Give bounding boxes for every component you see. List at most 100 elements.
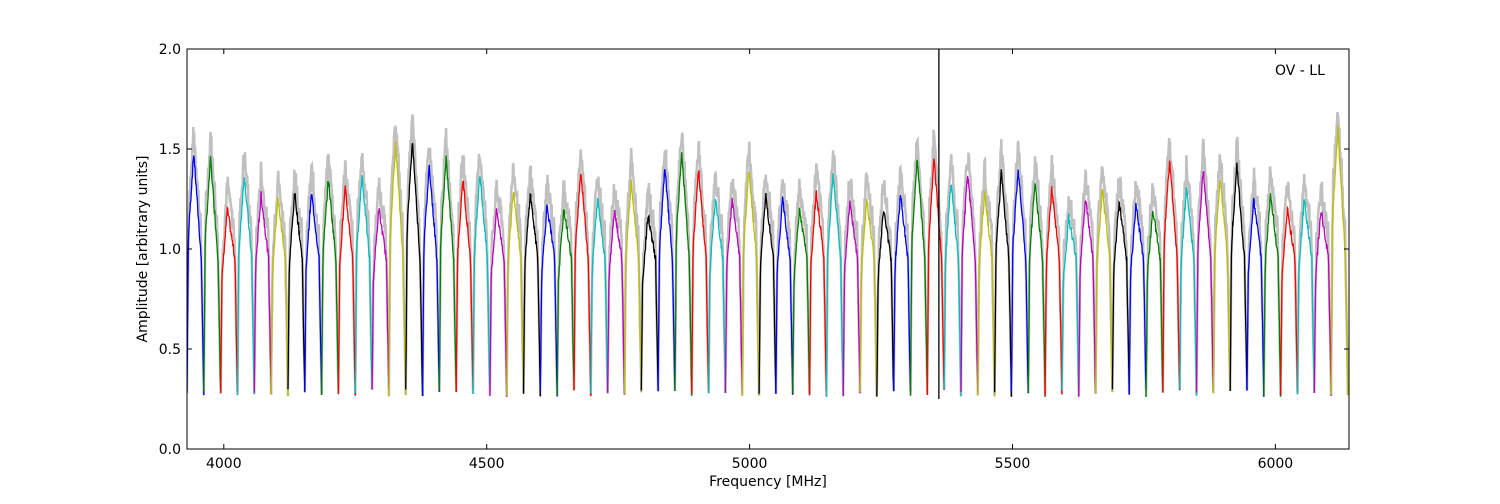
- background-trace-segment: [926, 129, 946, 396]
- background-trace-segment: [354, 153, 374, 394]
- x-tick-label: 5000: [732, 456, 768, 472]
- spectral-window-line: [304, 193, 323, 393]
- background-trace-segment: [1212, 154, 1232, 394]
- spectral-window-line: [859, 198, 878, 397]
- background-trace-segment: [1228, 136, 1249, 392]
- spectral-window-line: [876, 210, 895, 397]
- background-trace-segment: [959, 152, 980, 392]
- spectral-window-line: [1179, 187, 1198, 396]
- spectral-window-line: [590, 197, 609, 394]
- spectral-window-line: [724, 197, 743, 394]
- spectral-window-line: [960, 175, 979, 392]
- background-trace-segment: [505, 162, 525, 396]
- y-axis-label: Amplitude [arbitrary units]: [135, 156, 151, 343]
- spectral-window-line: [792, 207, 811, 394]
- spectral-window-line: [758, 193, 777, 394]
- background-trace-segment: [976, 155, 996, 397]
- spectral-window-line: [270, 196, 289, 397]
- background-trace-segment: [202, 131, 222, 392]
- spectral-window-line: [943, 184, 962, 397]
- background-trace: [187, 111, 1349, 397]
- background-trace-segment: [219, 176, 239, 394]
- spectral-window-line: [320, 180, 340, 396]
- background-trace-segment: [1127, 180, 1148, 395]
- spectral-window-line: [1229, 162, 1248, 392]
- background-trace-segment: [454, 155, 475, 393]
- background-trace-segment: [858, 172, 879, 397]
- background-trace-segment: [1245, 167, 1266, 397]
- x-tick-label: 4500: [469, 456, 505, 472]
- spectral-window-line: [556, 208, 575, 396]
- spectral-window-line: [421, 164, 441, 397]
- spectral-window-line: [388, 141, 407, 397]
- spectral-window-line: [1078, 200, 1097, 397]
- x-tick-label: 4000: [206, 456, 242, 472]
- background-trace-segment: [724, 178, 744, 394]
- plot-frame: [186, 48, 1350, 450]
- background-trace-segment: [1329, 111, 1349, 396]
- background-trace-segment: [253, 161, 273, 395]
- background-trace-segment: [1077, 169, 1097, 397]
- spectral-window-line: [909, 159, 928, 396]
- background-trace-segment: [808, 163, 828, 396]
- background-trace-segment: [286, 169, 307, 391]
- annotation-label: OV - LL: [1275, 63, 1325, 79]
- spectral-window-line: [287, 192, 306, 391]
- spectral-window-line: [1296, 199, 1315, 395]
- background-trace-segment: [757, 174, 778, 394]
- y-tick-label: 1.5: [159, 142, 181, 158]
- spectral-window-line: [489, 208, 508, 397]
- background-trace-segment: [740, 141, 761, 396]
- spectral-window-line: [337, 185, 356, 396]
- spectral-window-line: [977, 190, 996, 397]
- background-trace-segment: [892, 163, 912, 392]
- background-trace-segment: [841, 178, 862, 397]
- spectral-window-line: [1094, 188, 1114, 394]
- spectral-window-line: [1044, 186, 1063, 396]
- background-trace-segment: [774, 179, 794, 395]
- spectral-window-line: [472, 176, 491, 395]
- background-trace-segment: [1043, 154, 1064, 396]
- background-trace-segment: [875, 180, 895, 397]
- background-trace-segment: [1262, 166, 1282, 397]
- y-tick-label: 1.0: [159, 242, 181, 258]
- spectral-window-line: [893, 195, 912, 392]
- spectral-window-line: [674, 152, 693, 396]
- y-tick-label: 0.0: [159, 442, 181, 458]
- background-trace-segment: [1313, 181, 1333, 396]
- background-trace-segment: [1027, 156, 1047, 397]
- x-axis-label: Frequency [MHz]: [709, 474, 827, 490]
- background-trace-segment: [337, 160, 357, 396]
- spectral-window-line: [1195, 170, 1214, 393]
- background-trace-segment: [1178, 155, 1198, 396]
- spectral-window-line: [354, 175, 373, 394]
- background-trace-segment: [791, 178, 811, 394]
- spectral-window-line: [522, 192, 541, 397]
- x-tick-label: 6000: [1258, 456, 1294, 472]
- spectral-window-line: [842, 200, 861, 397]
- x-tick-label: 5500: [995, 456, 1031, 472]
- background-trace-segment: [555, 180, 576, 396]
- background-trace-segment: [572, 149, 593, 397]
- spectral-window-line: [371, 208, 390, 390]
- y-axis: 0.0 0.5 1.0 1.5 2.0: [159, 42, 1349, 458]
- spectral-window-line: [1061, 213, 1080, 391]
- spectral-window-line: [1162, 160, 1181, 393]
- spectral-window-line: [691, 170, 710, 394]
- y-tick-label: 2.0: [159, 42, 181, 58]
- background-trace-segment: [303, 160, 323, 393]
- spectral-window-line: [1128, 202, 1147, 395]
- series-lines: [187, 49, 1349, 399]
- background-trace-segment: [488, 179, 508, 397]
- spectral-window-line: [993, 169, 1013, 397]
- background-trace-segment: [589, 176, 609, 394]
- x-axis: 4000 4500 5000 5500 6000: [206, 49, 1293, 472]
- background-trace-segment: [942, 154, 963, 397]
- background-trace-segment: [438, 127, 458, 392]
- spectral-window-line: [825, 173, 844, 397]
- spectral-window-line: [1246, 197, 1265, 397]
- spectral-window-line: [707, 198, 727, 394]
- background-trace-segment: [1010, 140, 1030, 394]
- spectral-window-line: [926, 158, 945, 396]
